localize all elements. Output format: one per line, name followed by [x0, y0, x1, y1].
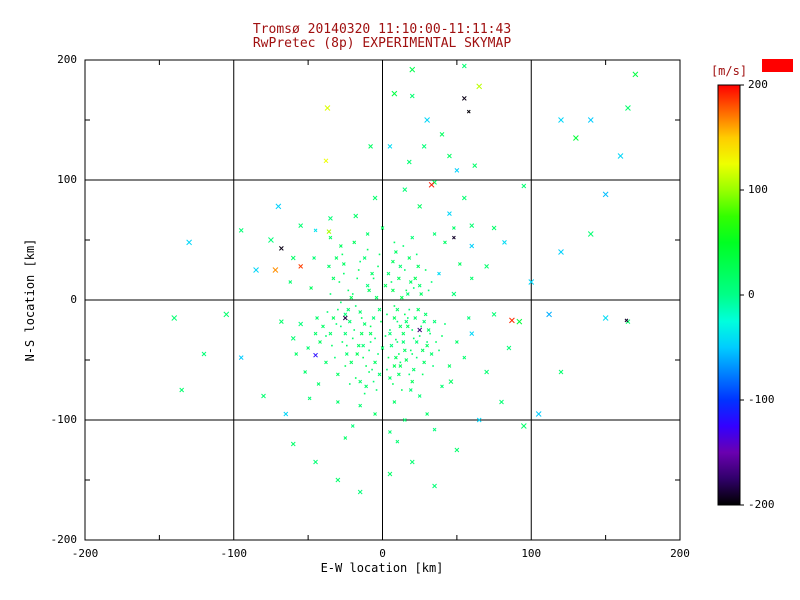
- x-tick-label: 200: [670, 547, 690, 560]
- colorbar-tick-label: 200: [748, 78, 768, 91]
- y-tick-label: -100: [50, 413, 78, 426]
- colorbar-tick-label: 100: [748, 183, 768, 196]
- plot-title-line1: Tromsø 20140320 11:10:00-11:11:43: [252, 22, 512, 37]
- colorbar-tick-label: -100: [748, 393, 775, 406]
- plot-title-line2: RwPretec (8p) EXPERIMENTAL SKYMAP: [252, 36, 512, 51]
- y-tick-label: -200: [50, 533, 78, 546]
- colorbar-unit-label: [m/s]: [710, 64, 748, 78]
- x-tick-label: -100: [220, 547, 248, 560]
- y-tick-label: 200: [57, 53, 77, 66]
- x-axis-label: E-W location [km]: [320, 561, 444, 575]
- x-tick-label: 0: [379, 547, 386, 560]
- x-tick-label: 100: [521, 547, 542, 560]
- x-tick-label: -200: [71, 547, 99, 560]
- colorbar-tick-label: 0: [748, 288, 755, 301]
- colorbar-tick-label: -200: [748, 498, 775, 511]
- y-tick-label: 100: [57, 173, 77, 186]
- y-tick-label: 0: [70, 293, 77, 306]
- red-corner-marker: [762, 59, 793, 72]
